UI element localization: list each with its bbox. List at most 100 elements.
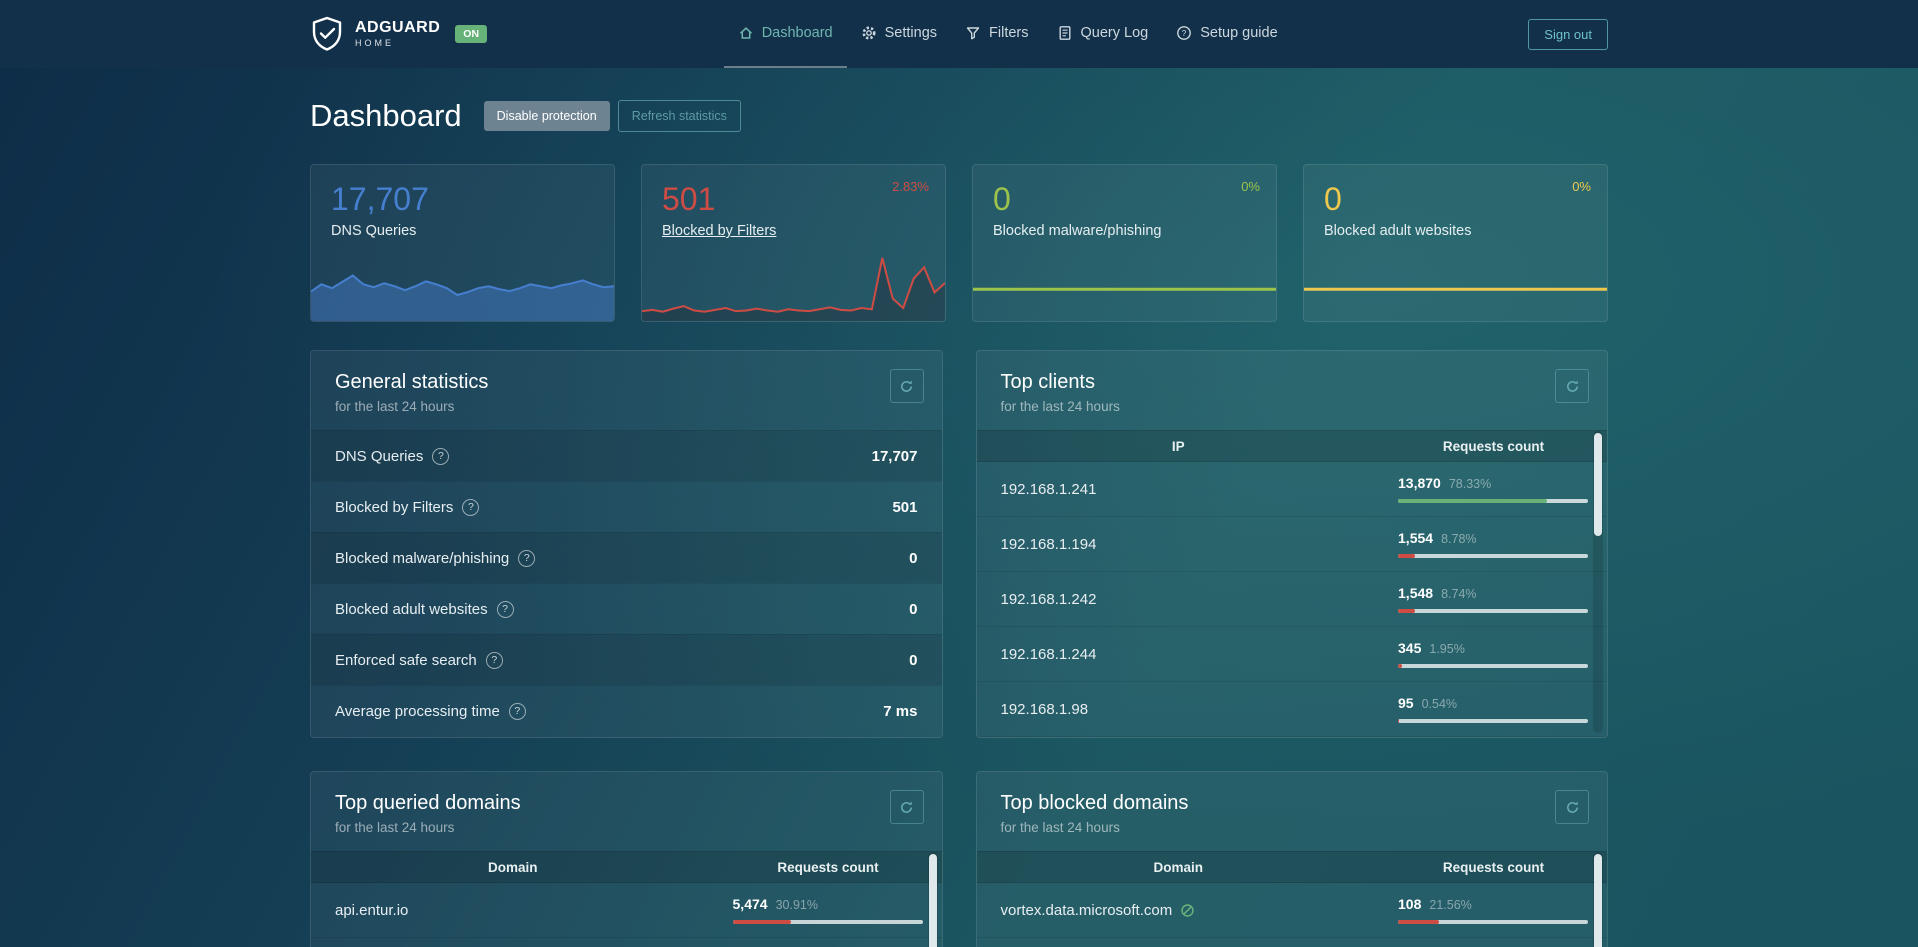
refresh-icon xyxy=(1565,800,1580,815)
refresh-button[interactable] xyxy=(889,369,924,403)
client-ip: 192.168.1.241 xyxy=(1000,480,1097,498)
card-subtitle: for the last 24 hours xyxy=(1000,820,1120,835)
table-row: 192.168.1.194 1,554 8.78% xyxy=(976,517,1607,572)
dns-queries-sparkline xyxy=(311,269,614,321)
nav-item-setup-guide[interactable]: ? Setup guide xyxy=(1162,0,1291,68)
home-icon xyxy=(738,25,754,41)
blocked-malware-value: 0 xyxy=(993,181,1011,217)
requests-count: 1,548 xyxy=(1398,585,1434,601)
requests-percent: 30.91% xyxy=(775,898,818,912)
stat-value: 7 ms xyxy=(883,702,918,720)
stat-value: 0 xyxy=(909,651,918,669)
brand-subtitle: HOME xyxy=(355,37,394,48)
gear-icon xyxy=(861,25,877,41)
question-icon[interactable]: ? xyxy=(462,498,480,516)
nav-item-settings[interactable]: Settings xyxy=(847,0,951,68)
table-row: 192.168.1.244 345 1.95% xyxy=(976,627,1607,682)
question-icon[interactable]: ? xyxy=(518,549,536,567)
requests-bar-fill xyxy=(1398,920,1439,924)
general-statistics-card: General statistics for the last 24 hours… xyxy=(310,350,943,738)
requests-bar xyxy=(732,920,923,924)
card-header: Top blocked domains for the last 24 hour… xyxy=(977,772,1608,851)
general-statistics-rows: DNS Queries? 17,707 Blocked by Filters? … xyxy=(311,430,942,736)
refresh-button[interactable] xyxy=(1555,790,1589,824)
requests-bar xyxy=(1398,920,1589,924)
middle-row: General statistics for the last 24 hours… xyxy=(310,350,1608,738)
column-header-domain: Domain xyxy=(488,859,538,875)
question-icon[interactable]: ? xyxy=(485,651,503,669)
scrollbar-thumb[interactable] xyxy=(1594,433,1602,536)
refresh-button[interactable] xyxy=(889,790,924,824)
refresh-statistics-button[interactable]: Refresh statistics xyxy=(617,100,741,132)
card-title: Top blocked domains xyxy=(1000,792,1189,814)
client-ip: 192.168.1.98 xyxy=(1000,700,1089,718)
tracker-blocked-icon xyxy=(1180,903,1195,918)
domain-name: vortex.data.microsoft.com xyxy=(1000,901,1173,919)
shield-logo-icon xyxy=(310,16,344,52)
nav-item-query-log[interactable]: Query Log xyxy=(1043,0,1163,68)
page-title: Dashboard xyxy=(310,98,462,133)
stat-row-dns-queries: DNS Queries? 17,707 xyxy=(311,430,942,481)
requests-percent: 8.78% xyxy=(1441,532,1477,546)
refresh-button[interactable] xyxy=(1555,369,1589,403)
stat-cards-row: 17,707 DNS Queries 501 Blocked by Filter… xyxy=(310,164,1608,322)
blocked-filters-value: 501 xyxy=(662,181,716,217)
protection-status-badge: ON xyxy=(455,25,488,43)
column-header-requests: Requests count xyxy=(1442,859,1545,875)
stat-row-blocked-malware: Blocked malware/phishing? 0 xyxy=(311,532,942,583)
stat-value: 17,707 xyxy=(871,447,918,465)
table-row: vortex.data.microsoft.com 108 21.56% xyxy=(976,883,1607,938)
scrollbar-thumb[interactable] xyxy=(1594,854,1602,947)
card-header: General statistics for the last 24 hours xyxy=(311,351,942,430)
table-row: 192.168.1.241 13,870 78.33% xyxy=(976,462,1607,517)
adguard-logo[interactable]: ADGUARD HOME ON xyxy=(310,16,488,52)
requests-count: 1,554 xyxy=(1398,530,1434,546)
sign-out-button[interactable]: Sign out xyxy=(1528,18,1608,50)
scrollbar-thumb[interactable] xyxy=(928,854,937,947)
dns-queries-label: DNS Queries xyxy=(331,223,417,239)
question-icon[interactable]: ? xyxy=(496,600,514,618)
requests-percent: 78.33% xyxy=(1448,477,1492,491)
svg-text:?: ? xyxy=(1182,28,1187,38)
column-header-requests: Requests count xyxy=(777,859,879,875)
funnel-icon xyxy=(965,25,981,41)
brand-name: ADGUARD xyxy=(355,18,441,36)
requests-bar xyxy=(1398,719,1589,723)
client-ip: 192.168.1.194 xyxy=(1000,535,1097,553)
blocked-adult-label: Blocked adult websites xyxy=(1324,223,1472,239)
blocked-filters-link[interactable]: Blocked by Filters xyxy=(662,223,777,239)
scrollbar[interactable] xyxy=(1593,852,1603,947)
blocked-malware-percent: 0% xyxy=(1241,179,1260,194)
stat-label: DNS Queries xyxy=(335,447,424,465)
question-icon[interactable]: ? xyxy=(432,447,450,465)
table-row: api.entur.io 5,474 30.91% xyxy=(311,883,942,938)
table-row: 192.168.1.98 95 0.54% xyxy=(976,682,1607,737)
requests-bar xyxy=(1398,664,1589,668)
requests-count: 5,474 xyxy=(732,896,768,912)
card-title: Top queried domains xyxy=(335,792,521,814)
nav-item-filters[interactable]: Filters xyxy=(951,0,1042,68)
stat-value: 501 xyxy=(892,498,918,516)
question-icon[interactable]: ? xyxy=(508,702,526,720)
client-ip: 192.168.1.244 xyxy=(1000,645,1097,663)
card-subtitle: for the last 24 hours xyxy=(335,399,455,414)
nav-item-dashboard[interactable]: Dashboard xyxy=(723,0,847,68)
main-nav: Dashboard Settings Filters xyxy=(723,0,1292,68)
disable-protection-button[interactable]: Disable protection xyxy=(483,101,610,131)
top-navbar: ADGUARD HOME ON Dashboard Settings xyxy=(0,0,1918,68)
requests-bar-fill xyxy=(1398,664,1402,668)
top-clients-card: Top clients for the last 24 hours IP Req… xyxy=(975,350,1608,738)
requests-count: 108 xyxy=(1398,896,1422,912)
requests-bar-fill xyxy=(1398,499,1547,503)
scrollbar[interactable] xyxy=(1593,431,1603,733)
card-title: General statistics xyxy=(335,371,489,393)
requests-count: 13,870 xyxy=(1398,475,1441,491)
requests-percent: 1.95% xyxy=(1429,642,1465,656)
top-queried-domains-card: Top queried domains for the last 24 hour… xyxy=(310,771,943,947)
stat-row-blocked-adult: Blocked adult websites? 0 xyxy=(311,583,942,634)
stat-label: Blocked malware/phishing xyxy=(335,549,510,567)
scrollbar[interactable] xyxy=(927,852,938,947)
column-header-requests: Requests count xyxy=(1442,438,1545,454)
card-subtitle: for the last 24 hours xyxy=(335,820,455,835)
